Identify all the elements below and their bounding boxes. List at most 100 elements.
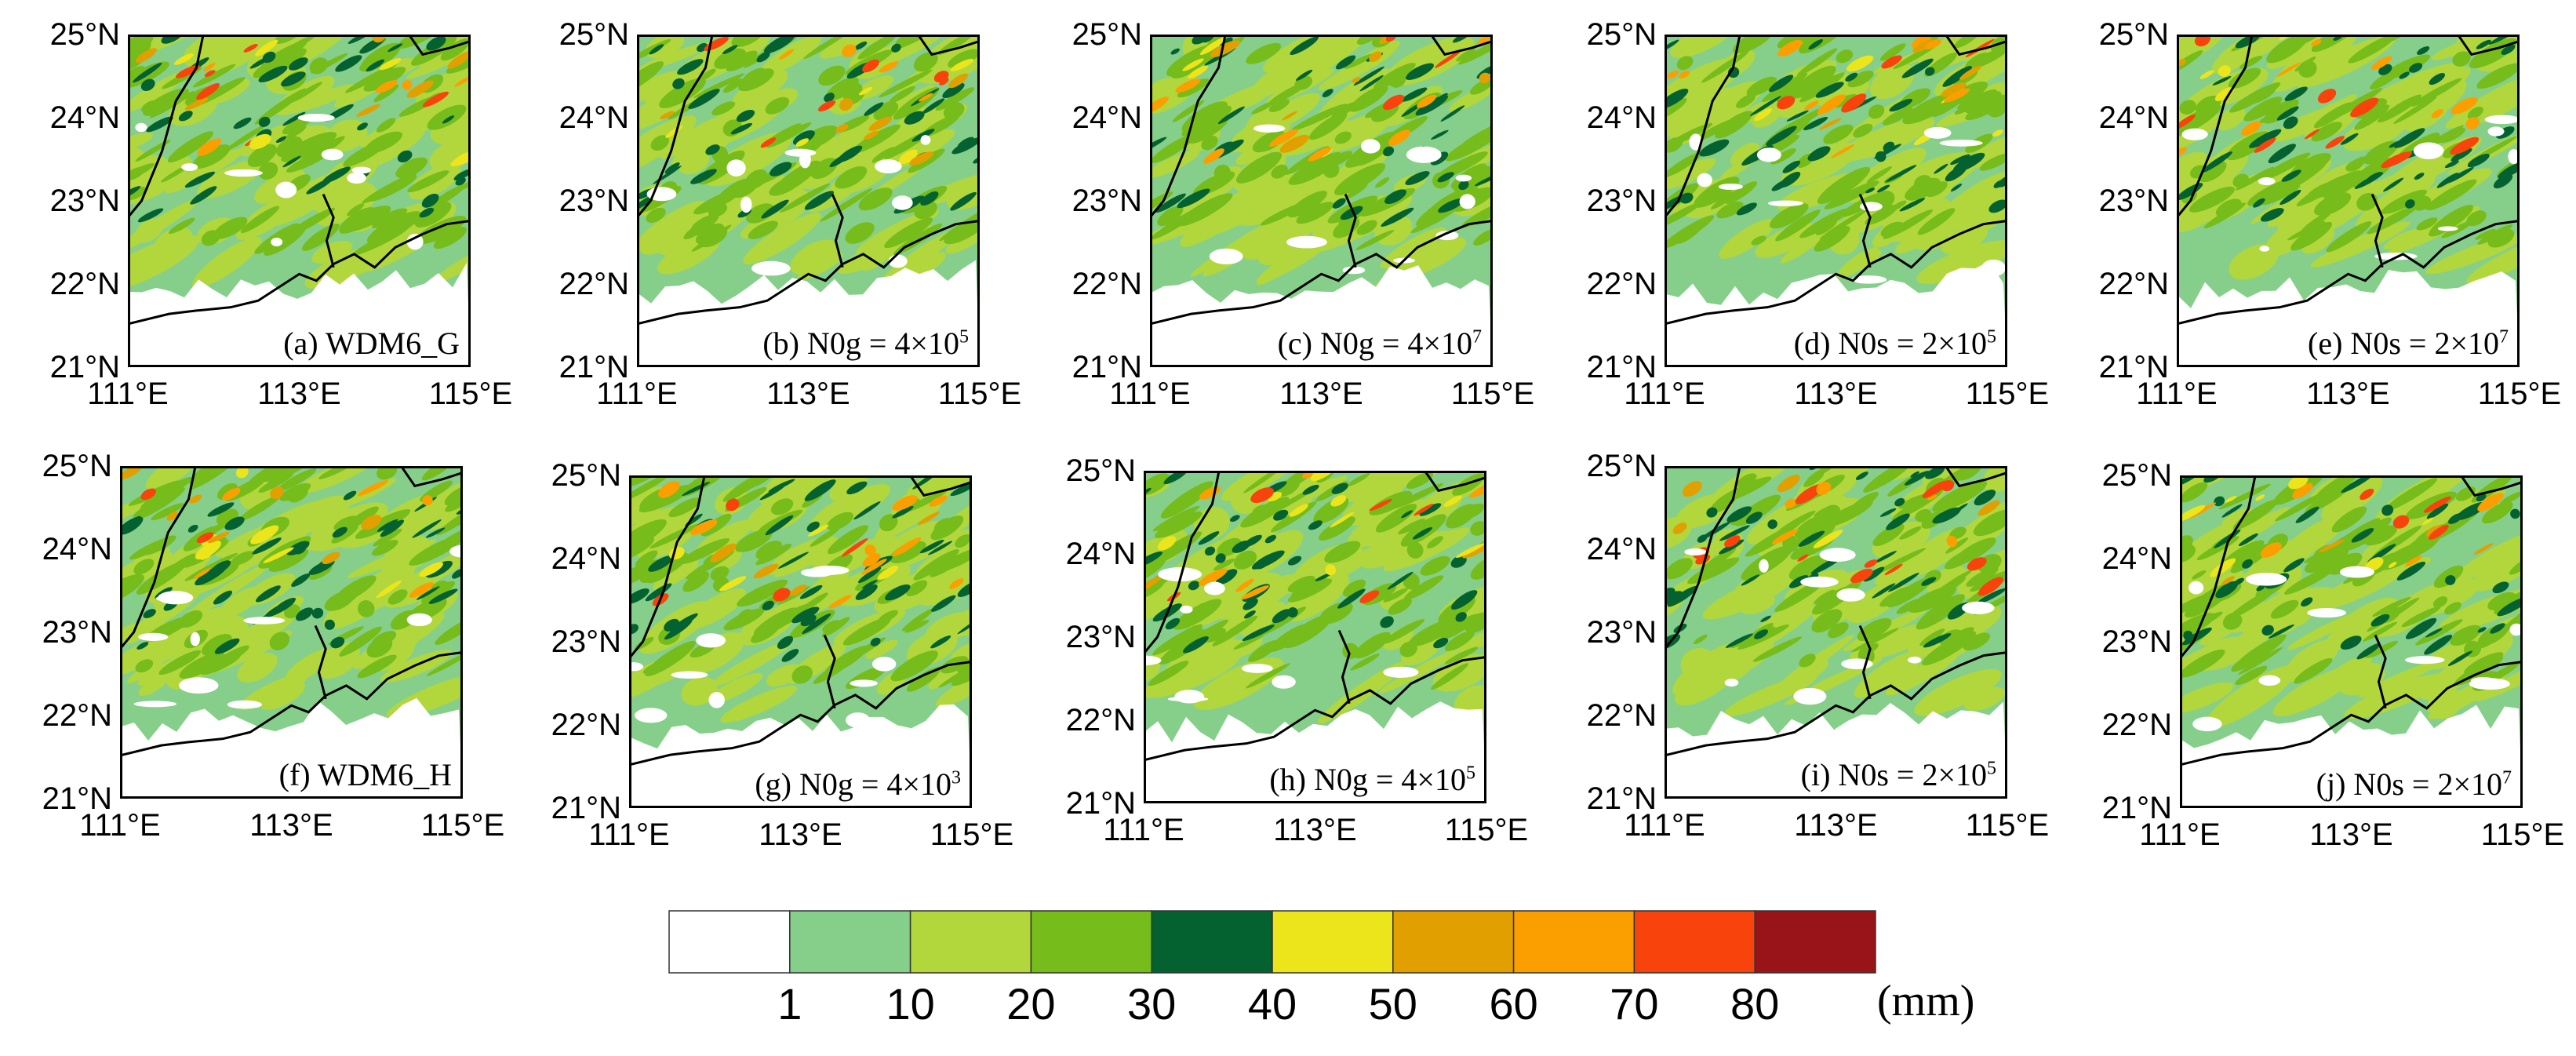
precip-patch-heavy [877,566,899,581]
province-border [2180,475,2257,660]
precip-patch-heavy [1941,82,1967,97]
no-rain-patch [1383,666,1419,678]
precip-patch-20-30 [1252,130,1286,153]
precip-patch-30-40 [286,541,310,555]
precip-patch-20-30 [1762,72,1808,103]
x-tick-label: 113°E [2306,377,2390,411]
x-tick-label: 115°E [2477,377,2562,411]
precip-patch-30-40 [2405,199,2415,209]
precip-patch-heavy [2473,543,2494,555]
precip-patch-heavy [1992,129,2003,137]
precip-patch-20-30 [755,541,782,559]
province-border [2460,475,2523,497]
precip-patch-heavy [795,138,810,147]
no-rain-patch [2509,623,2523,636]
colorbar-swatch [668,910,791,974]
precip-patch-heavy [204,70,216,78]
precip-patch-20-30 [1406,472,1434,490]
precip-patch-20-30 [1309,112,1348,140]
precip-patch-heavy [1199,568,1228,586]
precip-patch-30-40 [1699,139,1730,157]
y-tick-label: 23°N [558,184,629,218]
precip-patch-30-40 [1945,166,1967,182]
precip-patch-heavy [892,537,922,557]
precip-patch-heavy [357,479,389,497]
precip-patch-20-30 [2238,646,2283,675]
precip-patch-heavy [135,48,157,64]
precip-patch-20-30 [1822,500,1873,528]
precip-map-g [629,475,972,808]
precip-patch-20-30 [1388,598,1412,615]
no-rain-patch [2192,716,2222,732]
x-tick-label: 113°E [249,808,333,843]
precip-patch-30-40 [195,564,227,586]
precip-patch-heavy [422,495,433,506]
y-tick-label: 24°N [1586,532,1657,566]
precip-patch-heavy [1359,590,1380,603]
precip-patch-heavy [195,541,221,560]
precip-patch-heavy [1754,107,1773,122]
precip-patch-heavy [933,71,949,82]
precip-patch-20-30 [2232,173,2249,188]
precip-patch-20-30 [772,160,820,195]
precip-map-j [2180,475,2523,808]
precip-patch-20-30 [435,616,463,645]
precip-patch-20-30 [1446,504,1478,529]
y-tick-label: 23°N [551,624,621,659]
precip-patch-heavy [1965,38,1995,58]
precip-patch-10-20 [128,235,199,291]
precip-patch-20-30 [414,202,452,228]
precip-patch-20-30 [1752,636,1802,662]
precip-patch-10-20 [1144,652,1240,698]
precip-patch-30-40 [1144,551,1163,567]
precip-patch-heavy [447,51,471,69]
precip-patch-30-40 [347,35,373,44]
precip-patch-20-30 [629,519,667,554]
y-tick-label: 24°N [1065,537,1136,571]
coastline [1665,219,2007,326]
precip-patch-30-40 [1433,638,1449,649]
precip-patch-30-40 [942,82,965,99]
no-rain-patch [271,237,283,246]
no-rain-patch [406,613,432,627]
precip-patch-heavy [658,480,680,498]
precip-patch-20-30 [355,509,411,539]
precip-patch-heavy [203,62,216,72]
precip-patch-heavy [842,44,857,57]
precip-patch-30-40 [1150,137,1167,154]
no-rain-patch [224,169,263,177]
precip-patch-20-30 [879,514,898,532]
precip-patch-30-40 [736,109,755,122]
precip-patch-30-40 [722,45,738,54]
precip-patch-30-40 [143,609,156,619]
precip-patch-20-30 [1408,618,1459,647]
precip-patch-30-40 [2476,493,2487,502]
precip-patch-20-30 [948,49,980,68]
y-tick-label: 22°N [2098,267,2169,301]
y-tick-label: 25°N [1072,17,1142,52]
precip-patch-30-40 [1204,546,1216,556]
precip-patch-30-40 [1405,63,1435,80]
province-border [120,466,197,650]
precip-patch-heavy [950,58,974,71]
precip-patch-20-30 [1383,619,1425,644]
precip-patch-20-30 [904,620,930,633]
precip-patch-10-20 [2383,228,2421,249]
precip-patch-30-40 [136,642,149,650]
precip-patch-30-40 [1815,82,1844,98]
precip-patch-30-40 [282,111,306,126]
x-tick-label: 111°E [79,808,161,843]
precip-patch-20-30 [1457,37,1493,65]
no-rain-patch [810,565,850,575]
precip-patch-20-30 [1201,135,1218,151]
precip-patch-10-20 [918,557,972,606]
precip-patch-30-40 [1766,126,1797,146]
precip-patch-heavy [322,552,340,565]
no-rain-patch [1793,687,1827,705]
precip-patch-30-40 [1332,198,1346,209]
precip-patch-20-30 [1699,548,1737,573]
y-tick-label: 24°N [1072,100,1142,135]
precip-patch-30-40 [1296,69,1313,81]
precip-patch-20-30 [1876,466,1909,488]
precip-patch-20-30 [135,659,154,673]
